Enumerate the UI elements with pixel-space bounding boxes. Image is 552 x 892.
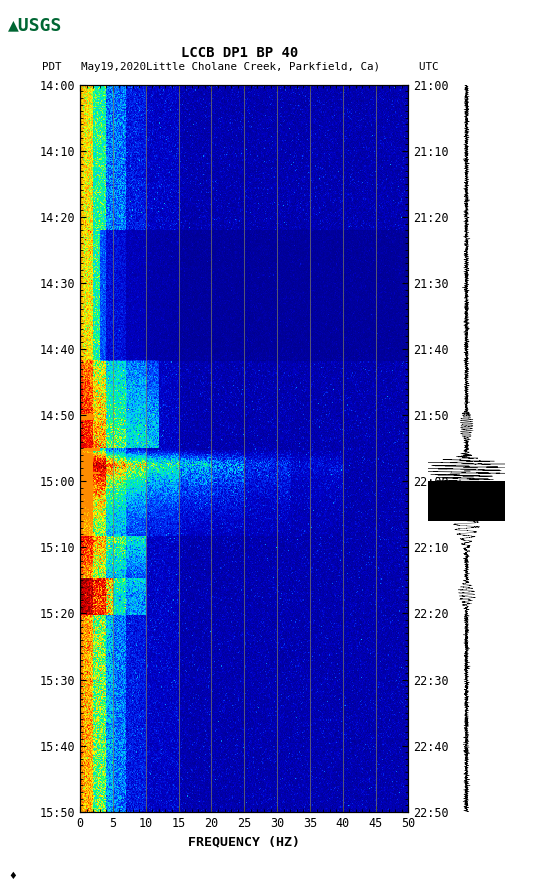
Text: LCCB DP1 BP 40: LCCB DP1 BP 40	[182, 45, 299, 60]
Text: ♦: ♦	[8, 871, 17, 880]
Text: PDT   May19,2020Little Cholane Creek, Parkfield, Ca)      UTC: PDT May19,2020Little Cholane Creek, Park…	[42, 62, 438, 72]
Bar	[428, 481, 505, 521]
Text: ▲USGS: ▲USGS	[8, 16, 63, 34]
X-axis label: FREQUENCY (HZ): FREQUENCY (HZ)	[188, 835, 300, 848]
